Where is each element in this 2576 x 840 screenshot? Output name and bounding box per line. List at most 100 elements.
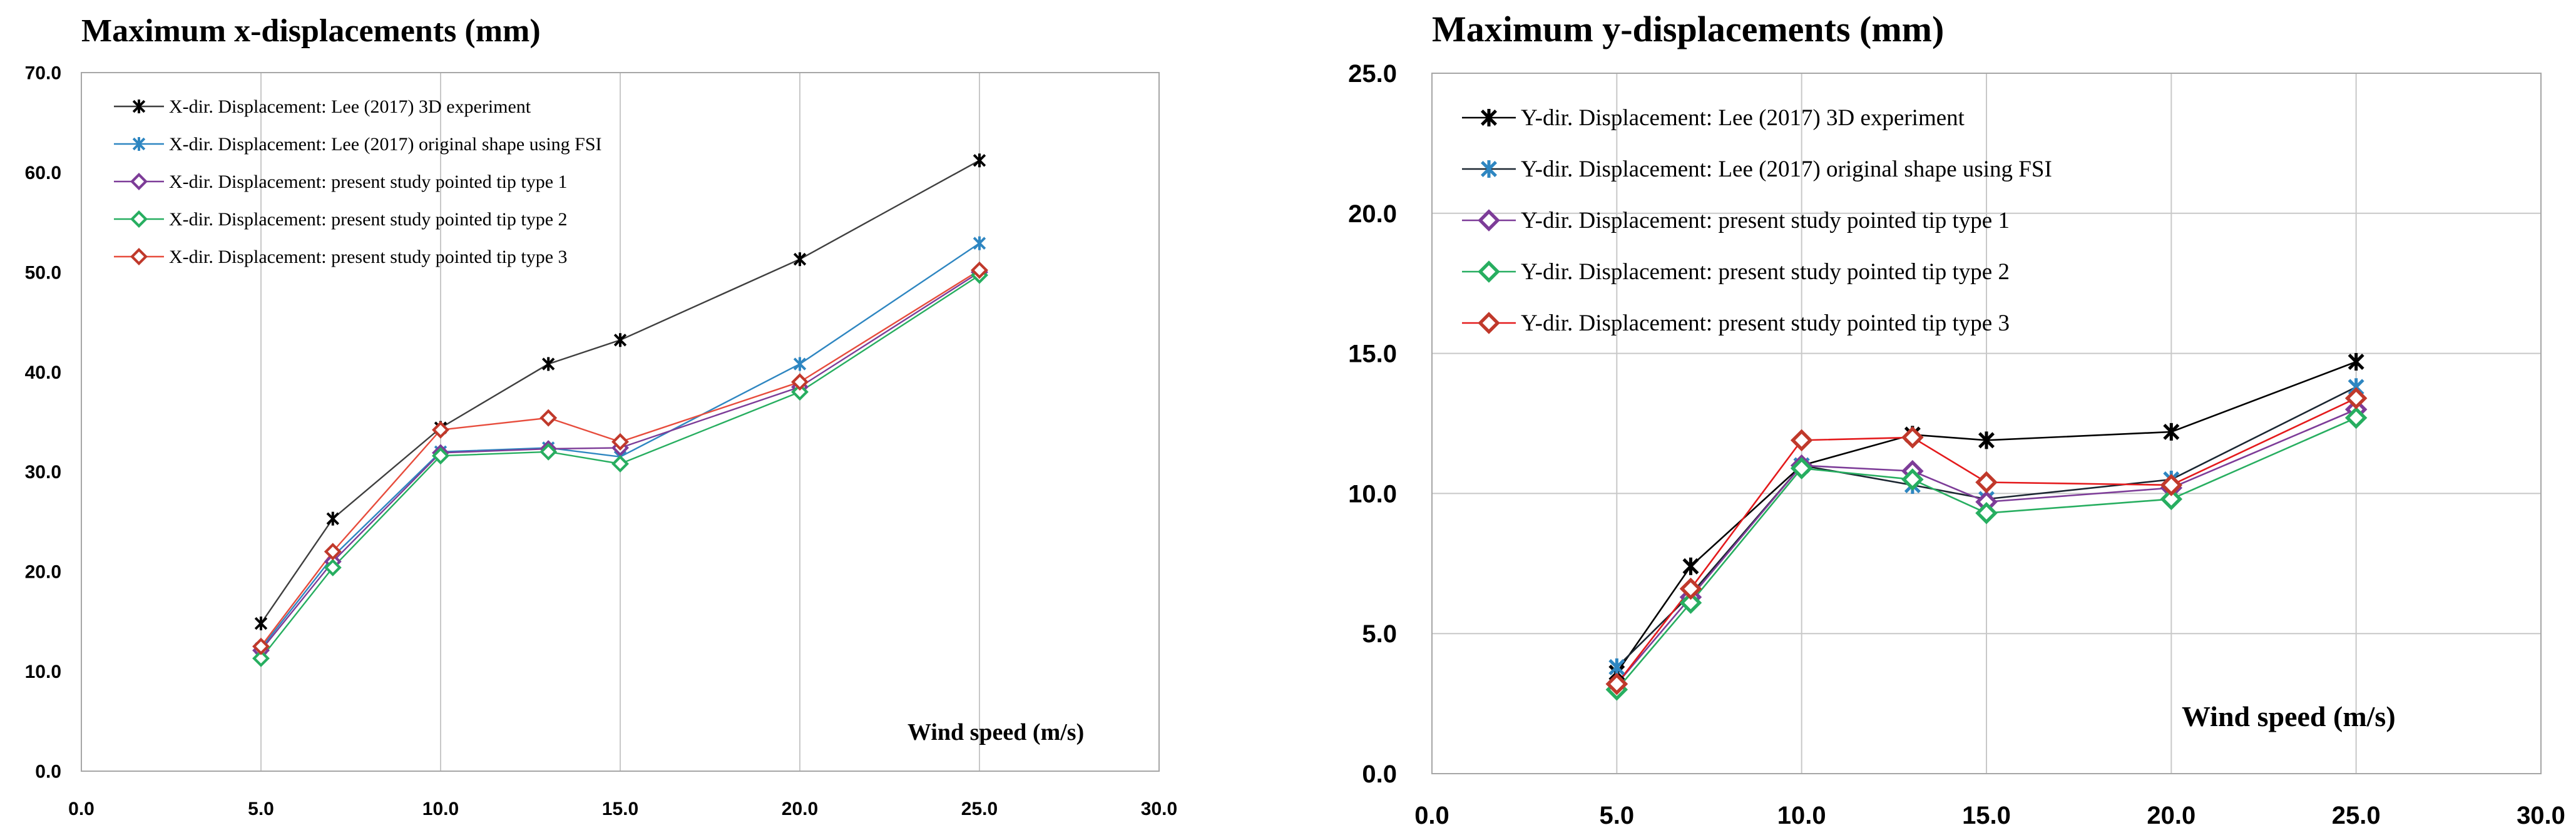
x-tick-label: 0.0 <box>1414 802 1449 829</box>
data-point-series-5 <box>252 637 270 655</box>
data-point-series-4 <box>2344 406 2368 429</box>
y-tick-label: 0.0 <box>35 762 61 782</box>
legend-marker-2 <box>132 137 146 151</box>
y-tick-label: 50.0 <box>25 262 61 283</box>
chart-title: Maximum x-displacements (mm) <box>81 13 541 49</box>
legend-marker-1 <box>132 100 146 113</box>
data-point-series-4 <box>1790 457 1813 479</box>
legend: X-dir. Displacement: Lee (2017) 3D exper… <box>114 96 602 267</box>
data-point-series-1 <box>1682 557 1699 575</box>
data-point-series-1 <box>2163 423 2180 441</box>
legend-label-1: X-dir. Displacement: Lee (2017) 3D exper… <box>169 96 531 117</box>
data-point-series-4 <box>252 649 270 667</box>
data-point-series-4 <box>1901 468 1924 491</box>
legend-label-2: X-dir. Displacement: Lee (2017) original… <box>169 134 602 155</box>
data-markers <box>1605 353 2368 701</box>
y-tick-label: 20.0 <box>1348 200 1397 228</box>
data-point-series-5 <box>1975 471 1998 494</box>
y-tick-label: 10.0 <box>1348 480 1397 508</box>
data-point-series-1 <box>326 511 340 526</box>
x-tick-label: 30.0 <box>1141 799 1177 819</box>
y-tick-label: 0.0 <box>1362 761 1397 788</box>
x-tick-label: 10.0 <box>422 799 459 819</box>
legend-marker-4 <box>130 210 148 228</box>
x-tick-label: 10.0 <box>1777 802 1826 829</box>
legend-label-4: X-dir. Displacement: present study point… <box>169 209 568 230</box>
legend-label-2: Y-dir. Displacement: Lee (2017) original… <box>1521 156 2052 182</box>
legend-marker-3 <box>130 173 148 190</box>
data-point-series-4 <box>1975 501 1998 525</box>
x-tick-label: 15.0 <box>1962 802 2011 829</box>
data-point-series-5 <box>611 433 629 451</box>
data-point-series-5 <box>324 543 342 561</box>
y-tick-label: 10.0 <box>25 662 61 682</box>
x-tick-label: 5.0 <box>1600 802 1635 829</box>
data-point-series-5 <box>539 409 558 427</box>
x-tick-label: 20.0 <box>782 799 818 819</box>
plot-area <box>1431 73 2542 774</box>
data-point-series-1 <box>793 252 807 267</box>
x-tick-label: 20.0 <box>2147 802 2195 829</box>
x-tick-label: 5.0 <box>248 799 274 819</box>
data-point-series-4 <box>611 455 629 473</box>
data-point-series-1 <box>1978 431 1995 449</box>
legend-label-4: Y-dir. Displacement: present study point… <box>1521 259 2010 285</box>
legend-label-3: Y-dir. Displacement: present study point… <box>1521 208 2010 233</box>
data-point-series-4 <box>1679 592 1702 614</box>
data-point-series-1 <box>254 617 268 631</box>
y-tick-label: 30.0 <box>25 462 61 483</box>
data-point-series-2 <box>973 236 986 250</box>
data-point-series-4 <box>539 443 558 461</box>
y-tick-label: 70.0 <box>25 63 61 84</box>
data-point-series-5 <box>2160 474 2183 496</box>
data-point-series-1 <box>973 153 986 168</box>
data-point-series-5 <box>1679 577 1702 600</box>
data-point-series-5 <box>791 373 809 391</box>
data-markers <box>252 153 988 667</box>
legend-marker-5 <box>1478 312 1500 334</box>
legend-marker-3 <box>1478 209 1500 232</box>
chart-title: Maximum y-displacements (mm) <box>1432 9 1944 49</box>
x-axis-title: Wind speed (m/s) <box>907 719 1084 745</box>
data-point-series-5 <box>1790 429 1813 452</box>
data-point-series-2 <box>793 357 807 371</box>
data-point-series-1 <box>613 333 627 347</box>
data-point-series-5 <box>432 421 449 439</box>
data-point-series-4 <box>2160 488 2183 511</box>
chart-x-displacement: Maximum x-displacements (mm) 0.0 5.0 10.0 1… <box>25 13 1178 819</box>
chart-y-displacement: Maximum y-displacements (mm) 0.0 5.0 10.0 1… <box>1348 9 2565 829</box>
x-tick-label: 15.0 <box>602 799 638 819</box>
axes: 0.0 5.0 10.0 15.0 20.0 25.0 30.0 0.0 10.0 20.0 30.… <box>25 63 1178 820</box>
data-point-series-5 <box>2344 387 2368 409</box>
x-axis-title: Wind speed (m/s) <box>2182 700 2396 732</box>
legend-marker-1 <box>1481 109 1497 126</box>
y-tick-label: 60.0 <box>25 163 61 183</box>
legend-label-3: X-dir. Displacement: present study point… <box>169 172 568 192</box>
legend-label-1: Y-dir. Displacement: Lee (2017) 3D exper… <box>1521 105 1965 131</box>
y-tick-label: 20.0 <box>25 562 61 583</box>
data-point-series-5 <box>1605 673 1628 695</box>
data-point-series-5 <box>971 261 988 279</box>
y-tick-label: 15.0 <box>1348 341 1397 368</box>
data-point-series-5 <box>1901 426 1924 449</box>
data-point-series-4 <box>324 558 342 576</box>
axes: 0.0 5.0 10.0 15.0 20.0 25.0 30.0 0.0 5.0 10.0 15.0… <box>1348 60 2565 829</box>
data-point-series-4 <box>791 383 809 401</box>
data-point-series-4 <box>432 447 449 465</box>
legend-marker-2 <box>1481 160 1497 178</box>
y-tick-label: 5.0 <box>1362 620 1397 648</box>
y-tick-label: 40.0 <box>25 362 61 383</box>
y-tick-label: 25.0 <box>1348 60 1397 88</box>
legend: Y-dir. Displacement: Lee (2017) 3D exper… <box>1462 105 2052 336</box>
legend-marker-5 <box>130 248 148 265</box>
data-point-series-1 <box>2348 353 2364 371</box>
x-tick-label: 25.0 <box>961 799 998 819</box>
legend-marker-4 <box>1478 260 1500 283</box>
data-point-series-1 <box>541 357 555 371</box>
x-tick-label: 0.0 <box>68 799 95 819</box>
plot-area <box>81 72 1160 772</box>
x-tick-label: 30.0 <box>2517 802 2565 829</box>
legend-label-5: Y-dir. Displacement: present study point… <box>1521 310 2010 336</box>
x-tick-label: 25.0 <box>2332 802 2381 829</box>
